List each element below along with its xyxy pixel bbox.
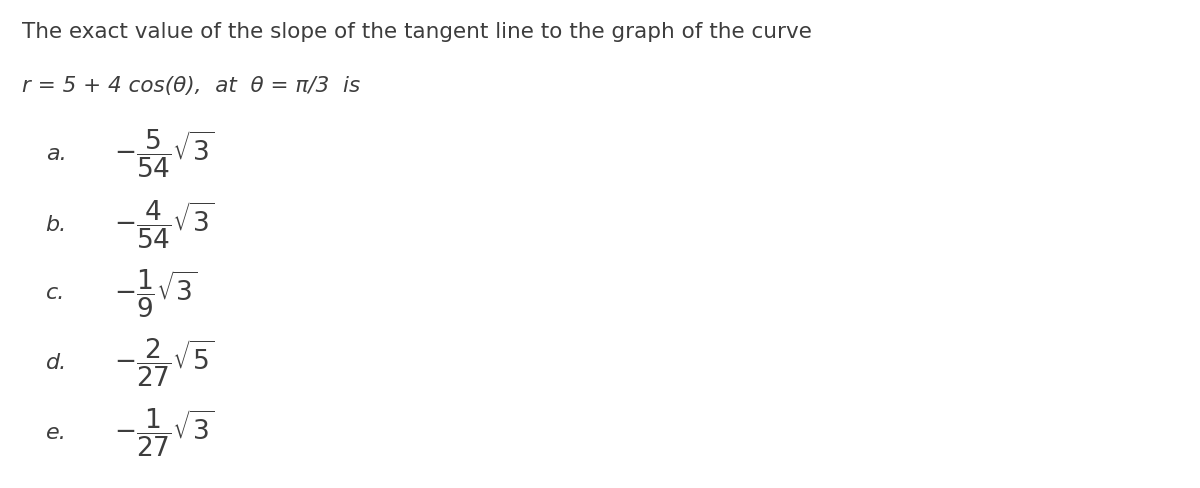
Text: $-\dfrac{2}{27}\sqrt{5}$: $-\dfrac{2}{27}\sqrt{5}$	[114, 336, 215, 388]
Text: $-\dfrac{4}{54}\sqrt{3}$: $-\dfrac{4}{54}\sqrt{3}$	[114, 199, 215, 250]
Text: a.: a.	[46, 144, 66, 163]
Text: $-\dfrac{5}{54}\sqrt{3}$: $-\dfrac{5}{54}\sqrt{3}$	[114, 128, 215, 180]
Text: d.: d.	[46, 352, 67, 372]
Text: c.: c.	[46, 283, 65, 303]
Text: $-\dfrac{1}{9}\sqrt{3}$: $-\dfrac{1}{9}\sqrt{3}$	[114, 267, 198, 319]
Text: r = 5 + 4 cos(θ),  at  θ = π/3  is: r = 5 + 4 cos(θ), at θ = π/3 is	[22, 76, 360, 96]
Text: $-\dfrac{1}{27}\sqrt{3}$: $-\dfrac{1}{27}\sqrt{3}$	[114, 406, 215, 458]
Text: The exact value of the slope of the tangent line to the graph of the curve: The exact value of the slope of the tang…	[22, 22, 811, 42]
Text: b.: b.	[46, 215, 67, 234]
Text: e.: e.	[46, 422, 66, 442]
